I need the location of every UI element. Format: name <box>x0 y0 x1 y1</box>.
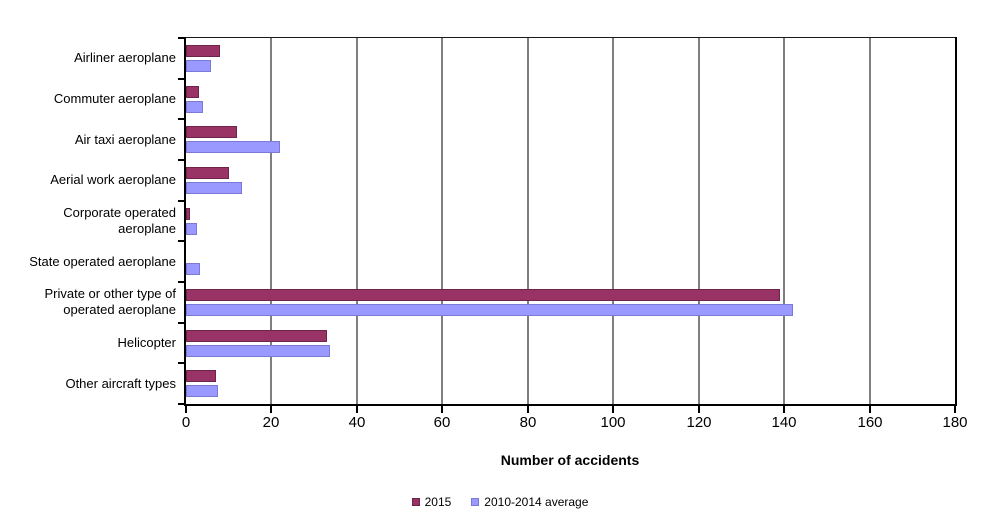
legend-label: 2010-2014 average <box>484 495 589 509</box>
y-axis-tick <box>178 403 184 405</box>
x-axis-tick-60 <box>441 406 443 413</box>
x-axis-tick-0 <box>185 406 187 413</box>
bar-2015-corporate-operated-aeroplane <box>186 208 190 220</box>
category-label-text: Corporate operated aeroplane <box>63 204 176 236</box>
legend-swatch-2010-2014-average <box>471 498 480 506</box>
x-axis-tick-80 <box>527 406 529 413</box>
gridline-80 <box>526 38 529 404</box>
x-axis-tick-40 <box>356 406 358 413</box>
y-axis-tick <box>178 37 184 39</box>
legend: 2015 2010-2014 average <box>0 495 1000 509</box>
gridline-140 <box>783 38 786 404</box>
legend-swatch-2015 <box>411 498 420 506</box>
category-label-text: Commuter aeroplane <box>53 90 176 106</box>
y-axis-tick <box>178 200 184 202</box>
bar-2015-commuter-aeroplane <box>186 86 199 98</box>
y-axis-tick <box>178 281 184 283</box>
category-label-state-operated-aeroplane: State operated aeroplane <box>0 241 176 282</box>
bar-2010-2014-average-airliner-aeroplane <box>186 60 211 72</box>
y-axis-tick <box>178 240 184 242</box>
y-axis-line <box>184 37 186 406</box>
category-label-other-aircraft-types: Other aircraft types <box>0 363 176 404</box>
x-axis-line <box>184 404 957 406</box>
x-axis-tick-label-140: 140 <box>771 414 797 431</box>
y-axis-tick <box>178 159 184 161</box>
category-label-text: Other aircraft types <box>65 375 176 391</box>
plot-border-right <box>955 37 957 406</box>
bar-2015-private-or-other-type-of-operated-aeroplane <box>186 289 780 301</box>
gridline-20 <box>270 38 273 404</box>
bar-2015-airliner-aeroplane <box>186 45 220 57</box>
x-axis-tick-label-20: 20 <box>262 414 280 431</box>
legend-label: 2015 <box>424 495 452 509</box>
bar-2010-2014-average-other-aircraft-types <box>186 385 218 397</box>
y-axis-tick <box>178 362 184 364</box>
x-axis-tick-label-0: 0 <box>181 414 191 431</box>
x-axis-tick-120 <box>698 406 700 413</box>
category-label-air-taxi-aeroplane: Air taxi aeroplane <box>0 119 176 160</box>
x-axis-title: Number of accidents <box>500 452 640 468</box>
category-label-private-or-other-type-of-operated-aeroplane: Private or other type of operated aeropl… <box>0 282 176 323</box>
x-axis-tick-label-40: 40 <box>348 414 366 431</box>
gridline-100 <box>612 38 615 404</box>
x-axis-tick-100 <box>612 406 614 413</box>
gridline-40 <box>355 38 358 404</box>
bar-2010-2014-average-state-operated-aeroplane <box>186 263 200 275</box>
category-label-text: Aerial work aeroplane <box>50 172 176 188</box>
y-axis-tick <box>178 118 184 120</box>
category-label-text: Helicopter <box>117 334 176 350</box>
x-axis-tick-label-180: 180 <box>942 414 968 431</box>
legend-item-2015: 2015 <box>411 495 452 509</box>
bar-2015-other-aircraft-types <box>186 370 216 382</box>
bar-2015-helicopter <box>186 330 327 342</box>
x-axis-tick-label-100: 100 <box>600 414 626 431</box>
y-axis-tick <box>178 322 184 324</box>
plot-area <box>186 38 955 404</box>
gridline-60 <box>441 38 444 404</box>
bar-2015-aerial-work-aeroplane <box>186 167 229 179</box>
x-axis-tick-180 <box>954 406 956 413</box>
y-axis-tick <box>178 78 184 80</box>
category-label-corporate-operated-aeroplane: Corporate operated aeroplane <box>0 201 176 242</box>
bar-2010-2014-average-aerial-work-aeroplane <box>186 182 242 194</box>
bar-2010-2014-average-air-taxi-aeroplane <box>186 141 280 153</box>
category-label-helicopter: Helicopter <box>0 323 176 364</box>
category-label-airliner-aeroplane: Airliner aeroplane <box>0 38 176 79</box>
plot-border-top <box>186 37 957 38</box>
x-axis-tick-label-80: 80 <box>519 414 537 431</box>
x-axis-tick-160 <box>869 406 871 413</box>
x-axis-tick-140 <box>783 406 785 413</box>
category-label-aerial-work-aeroplane: Aerial work aeroplane <box>0 160 176 201</box>
bar-2015-air-taxi-aeroplane <box>186 126 237 138</box>
legend-item-2010-2014-average: 2010-2014 average <box>471 495 588 509</box>
x-axis-tick-label-120: 120 <box>686 414 712 431</box>
bar-2010-2014-average-commuter-aeroplane <box>186 101 203 113</box>
category-label-commuter-aeroplane: Commuter aeroplane <box>0 79 176 120</box>
x-axis-tick-20 <box>270 406 272 413</box>
gridline-120 <box>697 38 700 404</box>
category-label-text: Airliner aeroplane <box>74 50 176 66</box>
gridline-160 <box>868 38 871 404</box>
category-label-text: State operated aeroplane <box>29 253 176 269</box>
x-axis-tick-label-60: 60 <box>433 414 451 431</box>
bar-2010-2014-average-corporate-operated-aeroplane <box>186 223 197 235</box>
category-label-text: Air taxi aeroplane <box>74 131 176 147</box>
bar-2010-2014-average-helicopter <box>186 345 330 357</box>
bar-2010-2014-average-private-or-other-type-of-operated-aeroplane <box>186 304 793 316</box>
category-label-text: Private or other type of operated aeropl… <box>44 286 176 318</box>
x-axis-tick-label-160: 160 <box>857 414 883 431</box>
